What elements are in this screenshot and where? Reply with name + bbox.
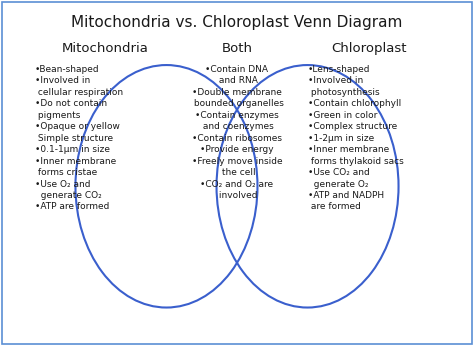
Text: Mitochondria: Mitochondria — [62, 42, 148, 55]
Text: •Bean-shaped
•Involved in
 cellular respiration
•Do not contain
 pigments
•Opaqu: •Bean-shaped •Involved in cellular respi… — [35, 65, 123, 211]
Text: Mitochondria vs. Chloroplast Venn Diagram: Mitochondria vs. Chloroplast Venn Diagra… — [71, 15, 403, 30]
Text: •Contain DNA
 and RNA
•Double membrane
 bounded organelles
•Contain enzymes
 and: •Contain DNA and RNA •Double membrane bo… — [191, 65, 283, 200]
Text: •Lens-shaped
•Involved in
 photosynthesis
•Contain chlorophyll
•Green in color
•: •Lens-shaped •Involved in photosynthesis… — [308, 65, 403, 211]
Text: Both: Both — [221, 42, 253, 55]
Text: Chloroplast: Chloroplast — [331, 42, 407, 55]
